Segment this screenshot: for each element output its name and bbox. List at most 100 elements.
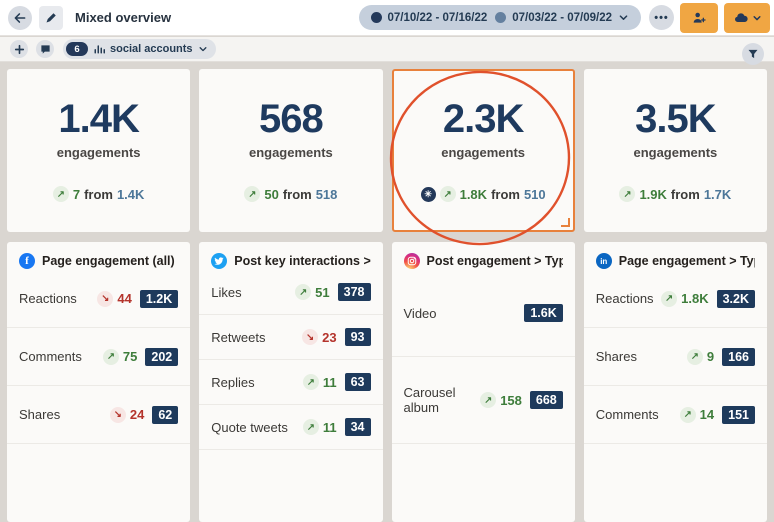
- metric-value: 3.5K: [635, 97, 716, 141]
- metric-comparison: 50 from 518: [244, 186, 337, 202]
- trend-arrow-icon: [52, 186, 69, 202]
- trend-arrow-icon: [619, 186, 636, 202]
- card-title: Page engagement > Type: [618, 254, 755, 268]
- metric-row: Replies 11 63: [199, 360, 383, 405]
- row-delta: 9: [686, 348, 714, 365]
- card-title: Post key interactions > Type: [234, 254, 371, 268]
- metric-row: Comments 75 202: [7, 328, 191, 386]
- metric-row: Shares 24 62: [7, 386, 191, 444]
- trend-arrow-icon: [295, 284, 312, 300]
- metric-row: Reactions 44 1.2K: [7, 270, 191, 328]
- from-label: from: [282, 186, 312, 202]
- row-value-badge[interactable]: 1.6K: [524, 304, 563, 322]
- trend-arrow-icon: [661, 290, 678, 307]
- row-value-badge[interactable]: 202: [145, 347, 179, 366]
- row-value-badge[interactable]: 3.2K: [716, 289, 755, 308]
- person-add-icon: [693, 12, 706, 23]
- row-label: Carousel album: [403, 385, 456, 415]
- breakdown-card-linkedin[interactable]: in Page engagement > Type Reactions 1.8K…: [583, 242, 767, 522]
- metric-row: Likes 51 378: [199, 270, 383, 315]
- delta-value: 14: [699, 407, 715, 422]
- metric-row: Quote tweets 11 34: [199, 405, 383, 450]
- note-icon[interactable]: ✳: [420, 186, 436, 202]
- dashboard-grid: 1.4K engagements 7 from 1.4K 568 engagem…: [0, 62, 774, 522]
- metric-card-2[interactable]: 568 engagements 50 from 518: [199, 69, 383, 232]
- previous-value[interactable]: 1.7K: [703, 186, 732, 202]
- previous-date-range: 07/03/22 - 07/09/22: [512, 11, 612, 24]
- comments-button[interactable]: [36, 40, 54, 58]
- filter-button[interactable]: [742, 43, 764, 65]
- delta-value: 23: [322, 329, 337, 345]
- metric-card-1[interactable]: 1.4K engagements 7 from 1.4K: [7, 69, 191, 232]
- linkedin-icon: in: [595, 253, 612, 269]
- row-delta: 158: [480, 392, 522, 408]
- delta-value: 24: [129, 407, 145, 422]
- metric-value: 2.3K: [442, 97, 524, 141]
- delta-value: 51: [315, 284, 330, 300]
- breakdown-card-twitter[interactable]: Post key interactions > Type Likes 51 37…: [199, 242, 383, 522]
- metric-unit: engagements: [248, 145, 333, 160]
- row-label: Comments: [595, 407, 659, 422]
- trend-arrow-icon: [302, 374, 319, 390]
- row-value-badge[interactable]: 34: [344, 418, 371, 436]
- metric-row: Retweets 23 93: [199, 315, 383, 360]
- page-title: Mixed overview: [75, 10, 172, 25]
- metric-unit: engagements: [633, 145, 718, 160]
- delta-value: 11: [322, 374, 337, 390]
- current-period-dot-icon: [370, 12, 382, 23]
- trend-arrow-icon: [97, 290, 114, 307]
- breakdown-card-facebook[interactable]: f Page engagement (all) > T... Reactions…: [7, 242, 191, 522]
- row-label: Shares: [19, 407, 61, 422]
- card-header: Post engagement > Type: [392, 242, 575, 270]
- row-label: Video: [403, 305, 437, 321]
- metric-card-3-selected[interactable]: 2.3K engagements ✳ 1.8K from 510: [391, 69, 575, 232]
- metric-row: Reactions 1.8K 3.2K: [583, 270, 767, 328]
- breakdown-card-instagram[interactable]: Post engagement > Type Video 1.6K Carous…: [391, 242, 575, 522]
- date-range-pill[interactable]: 07/10/22 - 07/16/22 07/03/22 - 07/09/22: [358, 5, 641, 30]
- row-value-badge[interactable]: 151: [722, 405, 755, 424]
- previous-value[interactable]: 510: [523, 186, 546, 202]
- row-delta: 51: [295, 284, 330, 300]
- social-accounts-filter[interactable]: 6 social accounts: [63, 39, 216, 59]
- metric-card-4[interactable]: 3.5K engagements 1.9K from 1.7K: [583, 69, 767, 232]
- row-value-badge[interactable]: 668: [529, 391, 563, 409]
- export-button[interactable]: [724, 2, 770, 33]
- resize-handle[interactable]: [560, 218, 570, 227]
- more-options-button[interactable]: •••: [649, 5, 674, 30]
- metric-unit: engagements: [56, 145, 141, 160]
- trend-arrow-icon: [480, 392, 497, 408]
- cloud-icon: [734, 12, 748, 22]
- from-label: from: [84, 186, 113, 202]
- row-value-badge[interactable]: 63: [344, 373, 371, 391]
- from-label: from: [491, 186, 520, 202]
- previous-value[interactable]: 1.4K: [116, 186, 145, 202]
- row-delta: 23: [302, 329, 337, 345]
- trend-arrow-icon: [302, 419, 319, 435]
- card-header: in Page engagement > Type: [584, 242, 767, 270]
- add-user-button[interactable]: [680, 2, 718, 33]
- speech-bubble-icon: [40, 44, 50, 54]
- row-value-badge[interactable]: 378: [337, 283, 371, 301]
- add-widget-button[interactable]: [10, 40, 28, 58]
- row-label: Reactions: [19, 291, 77, 306]
- back-button[interactable]: [8, 5, 32, 30]
- trend-arrow-icon: [302, 329, 319, 345]
- chevron-down-icon: [199, 47, 207, 52]
- row-label: Retweets: [211, 329, 266, 345]
- row-label: Comments: [19, 349, 82, 364]
- card-header: f Page engagement (all) > T...: [7, 242, 190, 270]
- row-value-badge[interactable]: 1.2K: [139, 289, 179, 308]
- row-label: Quote tweets: [211, 419, 288, 435]
- row-label: Replies: [211, 374, 255, 390]
- row-value-badge[interactable]: 62: [152, 405, 179, 424]
- trend-arrow-icon: [679, 406, 696, 423]
- card-header: Post key interactions > Type: [199, 242, 382, 270]
- delta-value: 158: [500, 392, 522, 408]
- previous-value[interactable]: 518: [315, 186, 338, 202]
- row-value-badge[interactable]: 166: [722, 347, 755, 366]
- row-value-badge[interactable]: 93: [344, 328, 371, 346]
- metric-comparison: ✳ 1.8K from 510: [420, 186, 546, 202]
- edit-button[interactable]: [39, 5, 63, 30]
- report-toolbar: 6 social accounts: [0, 37, 774, 65]
- chevron-down-icon: [752, 15, 761, 20]
